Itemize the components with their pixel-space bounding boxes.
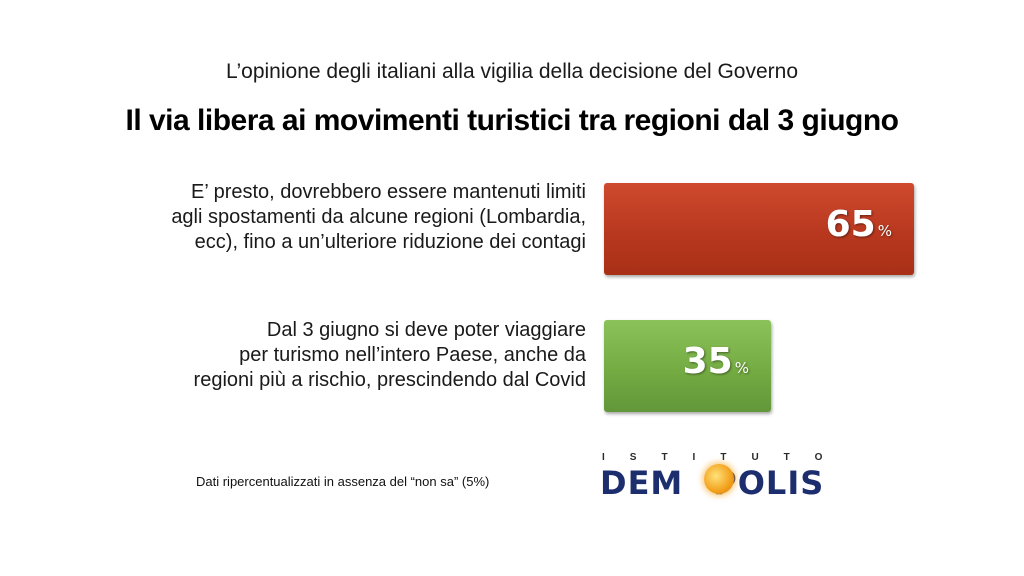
percent-sign-1: %	[877, 222, 892, 240]
bar-value-1: 65	[825, 204, 876, 245]
bar-value-label-1: 65%	[826, 207, 892, 249]
bar-viaggiare: 35%	[604, 320, 771, 412]
sun-icon	[704, 464, 734, 494]
category-label-2-line-1: Dal 3 giugno si deve poter viaggiare	[266, 319, 586, 341]
category-label-1-line-3: ecc), fino a un’ulteriore riduzione dei …	[194, 231, 586, 253]
bar-value-label-2: 35%	[683, 344, 749, 386]
category-label-2-line-2: per turismo nell’intero Paese, anche da	[239, 344, 586, 366]
chart-title: Il via libera ai movimenti turistici tra…	[125, 104, 899, 137]
chart-subtitle: L’opinione degli italiani alla vigilia d…	[225, 60, 799, 83]
bar-value-2: 35	[682, 341, 733, 382]
demopolis-logo: ISTITUTO DEM POLIS	[600, 452, 870, 504]
bar-presto: 65%	[604, 183, 914, 275]
logo-word-left: DEM	[600, 464, 684, 502]
category-label-1-line-1: E’ presto, dovrebbero essere mantenuti l…	[191, 181, 586, 203]
logo-istituto: ISTITUTO	[602, 452, 848, 463]
category-label-2: Dal 3 giugno si deve poter viaggiare per…	[60, 318, 586, 393]
category-label-1: E’ presto, dovrebbero essere mantenuti l…	[60, 180, 586, 255]
percent-sign-2: %	[734, 359, 749, 377]
footnote: Dati ripercentualizzati in assenza del “…	[196, 474, 490, 489]
category-label-1-line-2: agli spostamenti da alcune regioni (Lomb…	[171, 206, 586, 228]
category-label-2-line-3: regioni più a rischio, prescindendo dal …	[193, 369, 586, 391]
